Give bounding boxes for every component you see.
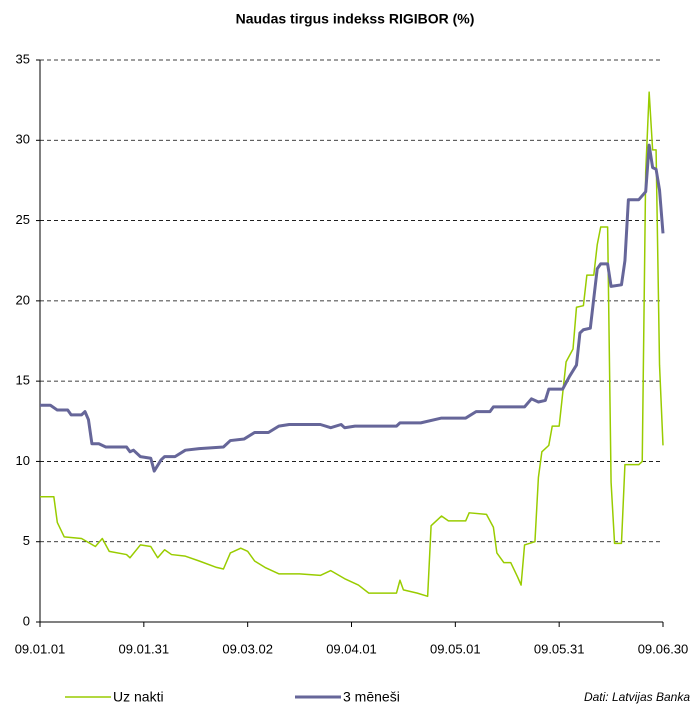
x-tick-label: 09.06.30 xyxy=(638,641,689,656)
y-tick-label: 15 xyxy=(16,373,30,388)
series-line xyxy=(40,91,664,598)
y-tick-label: 35 xyxy=(16,51,30,66)
source-note: Dati: Latvijas Banka xyxy=(584,690,690,704)
y-tick-label: 30 xyxy=(16,132,30,147)
y-tick-label: 20 xyxy=(16,292,30,307)
x-tick-label: 09.05.01 xyxy=(430,641,481,656)
series-line xyxy=(40,143,665,473)
legend-label: 3 mēneši xyxy=(343,689,400,705)
x-tick-label: 09.01.01 xyxy=(15,641,66,656)
y-tick-label: 5 xyxy=(23,533,30,548)
y-tick-label: 0 xyxy=(23,613,30,628)
x-tick-label: 09.01.31 xyxy=(119,641,170,656)
x-tick-label: 09.03.02 xyxy=(222,641,273,656)
chart-title: Naudas tirgus indekss RIGIBOR (%) xyxy=(236,11,475,27)
x-tick-label: 09.04.01 xyxy=(326,641,377,656)
legend-label: Uz nakti xyxy=(113,689,164,705)
y-tick-label: 10 xyxy=(16,453,30,468)
y-tick-label: 25 xyxy=(16,212,30,227)
x-tick-label: 09.05.31 xyxy=(534,641,585,656)
